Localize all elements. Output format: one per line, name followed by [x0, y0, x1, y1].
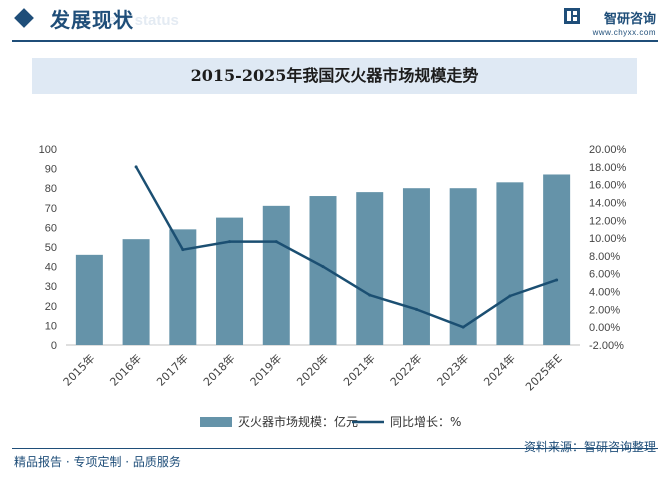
y-left-tick-label: 40 — [45, 262, 57, 274]
legend-bar-swatch — [200, 417, 232, 427]
x-tick-label: 2016年 — [107, 351, 144, 388]
bar — [169, 229, 197, 345]
y-right-tick-label: 20.00% — [589, 144, 627, 156]
y-right-tick-label: 14.00% — [589, 197, 627, 209]
bar — [309, 196, 337, 345]
bar — [543, 174, 571, 345]
legend-line-label: 同比增长：% — [390, 415, 461, 429]
source-note: 资料来源：智研咨询整理 — [523, 440, 656, 454]
x-tick-label: 2025年E — [522, 351, 564, 393]
growth-point — [134, 165, 138, 169]
y-left-tick-label: 50 — [45, 242, 57, 254]
footer-divider — [12, 448, 658, 449]
brand: 智研咨询 www.chyxx.com — [593, 8, 656, 37]
x-tick-label: 2019年 — [247, 351, 284, 388]
x-tick-label: 2022年 — [387, 351, 424, 388]
y-right-tick-label: 2.00% — [589, 304, 620, 316]
bar — [216, 217, 244, 345]
x-tick-label: 2017年 — [153, 351, 190, 388]
y-right-tick-label: 12.00% — [589, 215, 627, 227]
y-left-tick-label: 10 — [45, 320, 57, 332]
y-left-tick-label: 100 — [39, 144, 57, 156]
y-right-tick-label: 0.00% — [589, 322, 620, 334]
ghost-subtitle: ent status — [108, 12, 179, 29]
x-tick-label: 2018年 — [200, 351, 237, 388]
x-tick-label: 2023年 — [434, 351, 471, 388]
header-divider — [12, 40, 658, 42]
growth-point — [508, 294, 512, 298]
bar — [75, 254, 103, 345]
growth-point — [555, 278, 559, 282]
y-right-tick-label: 8.00% — [589, 251, 620, 263]
x-tick-label: 2020年 — [294, 351, 331, 388]
legend-bar-label: 灭火器市场规模：亿元 — [238, 414, 358, 429]
y-left-tick-label: 60 — [45, 222, 57, 234]
y-left-tick-label: 20 — [45, 301, 57, 313]
growth-line — [135, 166, 558, 329]
section-title: 发展现状 — [50, 8, 134, 32]
bar — [356, 192, 384, 345]
bar — [122, 239, 150, 345]
growth-point — [228, 240, 232, 244]
bar — [402, 188, 430, 345]
header: ent status 发展现状 智研咨询 www.chyxx.com — [0, 0, 670, 44]
growth-point — [461, 325, 465, 329]
x-tick-label: 2015年 — [60, 351, 97, 388]
brand-name: 智研咨询 — [603, 12, 656, 27]
bar — [262, 205, 290, 345]
growth-point — [368, 293, 372, 297]
growth-point — [181, 248, 185, 252]
y-left-tick-label: 0 — [51, 340, 57, 352]
growth-point — [274, 240, 278, 244]
y-right-tick-label: -2.00% — [589, 340, 624, 352]
chart-title: 2015-2025年我国灭火器市场规模走势 — [32, 58, 637, 94]
brand-logo-icon — [564, 8, 580, 24]
y-right-tick-label: 16.00% — [589, 180, 627, 192]
y-left-tick-label: 30 — [45, 281, 57, 293]
y-right-tick-label: 10.00% — [589, 233, 627, 245]
bar — [449, 188, 477, 345]
brand-url: www.chyxx.com — [592, 28, 656, 37]
y-left-tick-label: 90 — [45, 164, 57, 176]
growth-point — [414, 307, 418, 311]
y-left-tick-label: 70 — [45, 203, 57, 215]
y-right-tick-label: 18.00% — [589, 162, 627, 174]
growth-point — [321, 265, 325, 269]
y-right-tick-label: 6.00% — [589, 269, 620, 281]
footer-slogan: 精品报告 · 专项定制 · 品质服务 — [14, 455, 181, 469]
y-right-tick-label: 4.00% — [589, 287, 620, 299]
y-left-tick-label: 80 — [45, 183, 57, 195]
x-tick-label: 2024年 — [481, 351, 518, 388]
x-tick-label: 2021年 — [340, 351, 377, 388]
bar — [496, 182, 524, 345]
